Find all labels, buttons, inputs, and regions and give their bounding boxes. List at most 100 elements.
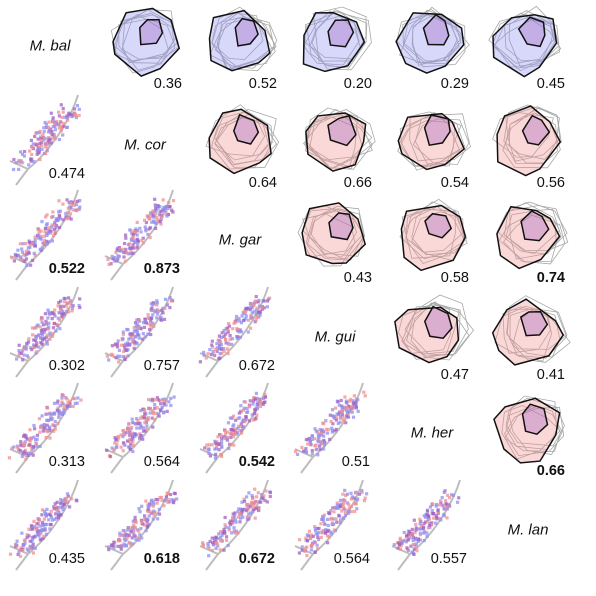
range-cell xyxy=(266,297,270,301)
hull-panel: 0.74 xyxy=(496,201,569,286)
range-cell xyxy=(207,451,211,455)
range-cell xyxy=(338,416,342,420)
range-cell xyxy=(252,399,256,403)
range-cell xyxy=(47,327,51,331)
range-cell xyxy=(436,508,440,512)
range-cell xyxy=(168,204,172,209)
range-cell xyxy=(73,200,77,204)
range-cell xyxy=(31,447,35,451)
range-cell xyxy=(263,392,267,397)
range-cell xyxy=(151,308,156,313)
range-cell xyxy=(57,199,61,203)
range-cell xyxy=(55,500,59,504)
background-hull xyxy=(312,6,367,62)
range-cell xyxy=(248,419,252,423)
range-cell xyxy=(223,529,227,534)
range-cell xyxy=(123,355,128,359)
hull-overlap-value: 0.29 xyxy=(441,76,469,92)
range-cell xyxy=(113,342,117,346)
range-cell xyxy=(45,149,49,153)
range-cell xyxy=(134,519,138,523)
range-cell xyxy=(135,329,139,333)
range-cell xyxy=(205,443,209,447)
range-cell xyxy=(115,259,119,263)
range-cell xyxy=(133,342,137,346)
range-cell xyxy=(12,167,16,172)
range-cell xyxy=(149,211,153,215)
range-cell xyxy=(232,321,236,325)
range-cell xyxy=(223,523,227,527)
range-cell xyxy=(154,411,158,415)
range-cell xyxy=(255,403,259,407)
range-cell xyxy=(258,313,262,317)
range-cell xyxy=(53,230,57,234)
range-cell xyxy=(149,308,153,313)
range-cell xyxy=(20,258,24,262)
hull-panel: 0.45 xyxy=(488,5,565,92)
range-cell xyxy=(237,411,241,415)
range-cell xyxy=(49,523,53,527)
range-cell xyxy=(206,544,210,548)
range-cell xyxy=(128,433,132,437)
range-cell xyxy=(20,531,24,535)
range-cell xyxy=(220,454,224,458)
range-cell xyxy=(265,500,269,504)
hull-panel: 0.54 xyxy=(397,111,471,191)
range-cell xyxy=(57,415,61,419)
range-cell xyxy=(155,218,159,222)
range-cell xyxy=(35,324,39,328)
range-cell xyxy=(218,343,222,347)
range-cell xyxy=(144,499,148,503)
range-cell xyxy=(28,428,32,432)
range-cell xyxy=(233,432,237,436)
range-cell xyxy=(112,540,116,544)
range-cell xyxy=(251,418,256,422)
range-cell xyxy=(118,354,122,358)
range-cell xyxy=(42,517,46,521)
range-cell xyxy=(135,220,139,224)
range-cell xyxy=(211,349,215,353)
range-cell xyxy=(233,511,237,515)
range-cell xyxy=(260,496,264,500)
range-cell xyxy=(60,411,64,415)
range-cell xyxy=(362,390,366,394)
range-cell xyxy=(23,538,27,542)
range-cell xyxy=(130,536,134,540)
range-cell xyxy=(30,145,34,149)
range-cell xyxy=(217,448,221,452)
range-cell xyxy=(164,403,168,407)
range-cell xyxy=(49,515,54,519)
range-cell xyxy=(26,250,30,254)
range-cell xyxy=(57,311,61,315)
range-overlap-value: 0.618 xyxy=(144,551,180,567)
range-cell xyxy=(227,322,231,326)
range-cell xyxy=(457,496,461,500)
range-cell xyxy=(53,308,57,312)
range-cell xyxy=(135,426,139,430)
range-cell xyxy=(48,128,52,132)
range-cell xyxy=(231,414,236,418)
range-cell xyxy=(217,532,221,536)
range-cell xyxy=(230,531,234,535)
range-cell xyxy=(165,303,169,307)
range-cell xyxy=(41,136,46,140)
range-cell xyxy=(326,427,330,432)
range-cell xyxy=(397,541,401,545)
range-cell xyxy=(53,517,57,521)
range-cell xyxy=(219,453,223,457)
range-cell xyxy=(132,246,136,250)
range-cell xyxy=(110,446,114,450)
species-label: M. her xyxy=(410,424,454,442)
range-cell xyxy=(122,537,126,541)
range-cell xyxy=(133,526,137,530)
range-cell xyxy=(343,405,347,409)
range-cell xyxy=(115,342,119,346)
range-cell xyxy=(28,438,32,442)
range-cell xyxy=(344,414,348,418)
range-cell xyxy=(48,331,52,335)
range-cell xyxy=(42,238,47,242)
range-cell xyxy=(322,430,326,434)
range-cell xyxy=(237,330,241,334)
range-cell xyxy=(51,210,55,214)
range-cell xyxy=(324,419,328,423)
